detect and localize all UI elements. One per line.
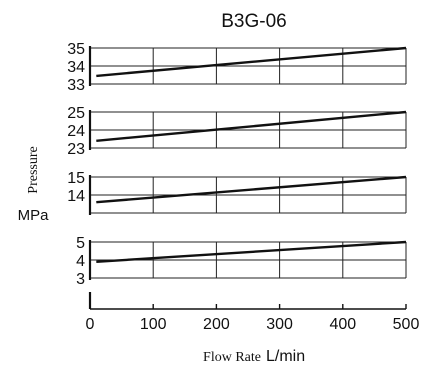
series-line bbox=[96, 110, 407, 142]
y-tick-label: 35 bbox=[67, 41, 85, 58]
y-axis-unit: MPa bbox=[18, 207, 50, 224]
y-tick-label: 5 bbox=[76, 235, 85, 252]
series-line bbox=[96, 46, 407, 78]
y-tick-label: 33 bbox=[67, 77, 85, 94]
x-tick-label: 300 bbox=[266, 316, 293, 333]
x-tick-label: 200 bbox=[203, 316, 230, 333]
x-tick-label: 100 bbox=[140, 316, 167, 333]
x-axis: 0 100 200 300 400 500 bbox=[86, 292, 420, 333]
x-tick-label: 500 bbox=[393, 316, 420, 333]
x-axis-unit: L/min bbox=[266, 348, 305, 365]
y-tick-label: 24 bbox=[67, 123, 85, 140]
x-axis-label: Flow Rate bbox=[203, 350, 261, 365]
y-axis-label: Pressure bbox=[26, 146, 41, 193]
y-tick-label: 34 bbox=[67, 59, 85, 76]
series-line bbox=[96, 240, 407, 263]
chart-title: B3G-06 bbox=[221, 11, 286, 32]
x-tick-label: 0 bbox=[86, 316, 95, 333]
x-tick-label: 400 bbox=[329, 316, 356, 333]
y-tick-label: 3 bbox=[76, 271, 85, 288]
y-tick-label: 4 bbox=[76, 253, 85, 270]
series-line bbox=[96, 175, 407, 204]
y-tick-label: 14 bbox=[67, 188, 85, 205]
y-tick-label: 25 bbox=[67, 105, 85, 122]
y-tick-label: 15 bbox=[67, 170, 85, 187]
panel-4: 345 bbox=[76, 235, 407, 288]
y-tick-label: 23 bbox=[67, 141, 85, 158]
